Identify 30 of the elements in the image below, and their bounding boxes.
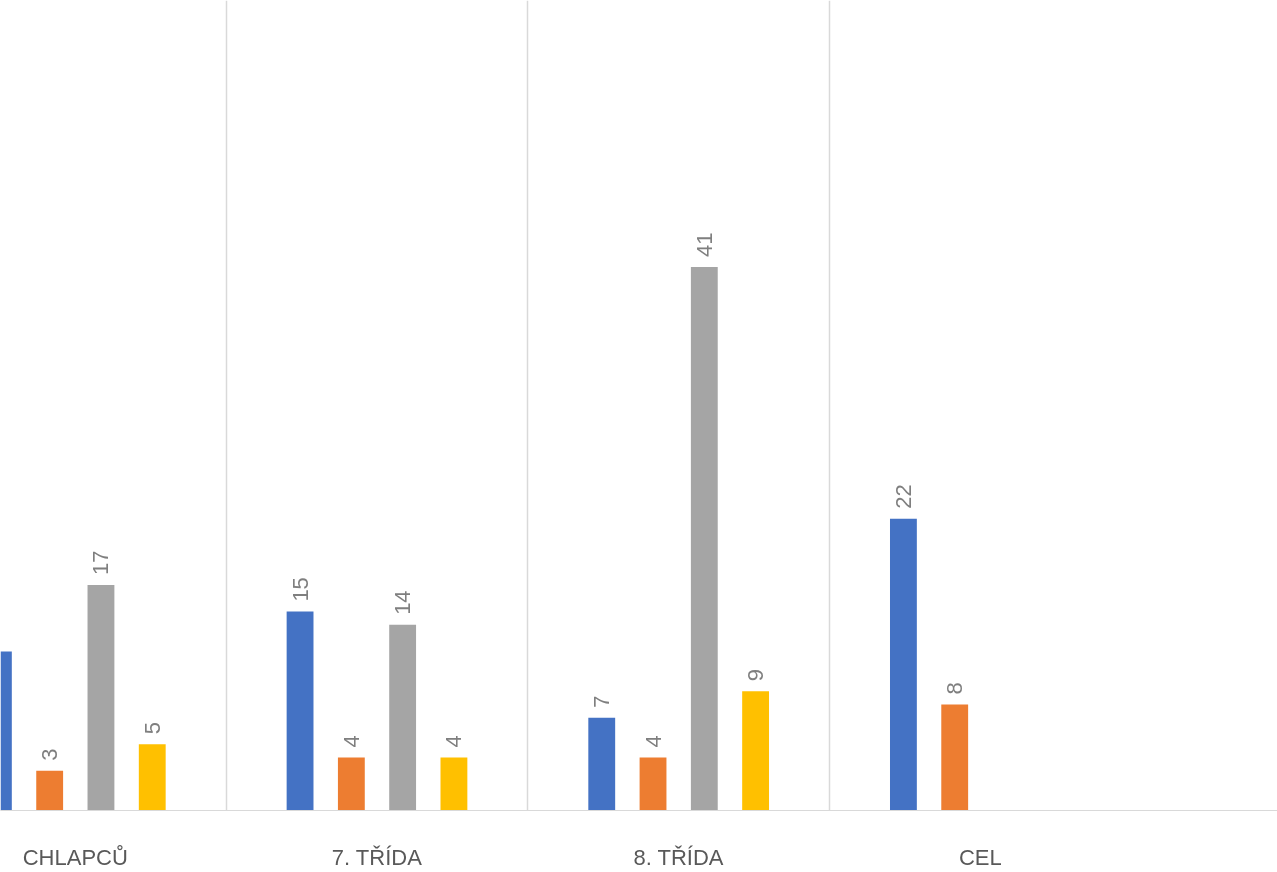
bar	[941, 704, 969, 811]
bar	[690, 266, 718, 811]
data-label: 3	[37, 748, 63, 761]
x-tick-label: 8. TŘÍDA	[633, 844, 724, 870]
data-label: 4	[640, 735, 666, 748]
data-label: 15	[287, 577, 313, 602]
bar	[389, 624, 417, 811]
bar	[337, 757, 365, 811]
bar	[87, 585, 115, 811]
x-tick-label: CHLAPCŮ	[22, 844, 128, 870]
bar	[440, 757, 468, 811]
data-label: 22	[890, 484, 916, 509]
bar	[639, 757, 667, 811]
bar	[286, 611, 314, 811]
data-label: 4	[441, 735, 467, 748]
bar	[588, 717, 616, 811]
data-label: 5	[139, 721, 165, 735]
bar	[742, 691, 770, 811]
data-label: 14	[390, 590, 416, 615]
data-label: 7	[589, 695, 615, 708]
data-label: 4	[338, 735, 364, 748]
data-label: 41	[691, 232, 717, 257]
bar	[890, 518, 917, 811]
x-tick-label: 7. TŘÍDA	[331, 844, 423, 870]
data-label: 17	[88, 550, 114, 576]
bar	[36, 770, 64, 811]
data-label: 9	[743, 668, 769, 682]
x-tick-label: CEL	[958, 844, 1002, 870]
data-label: 8	[942, 682, 968, 695]
bar	[138, 744, 166, 811]
